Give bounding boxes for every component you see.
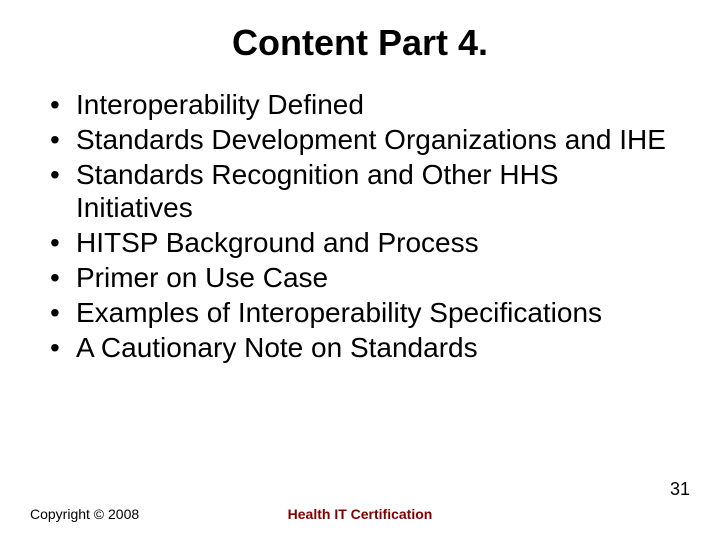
list-item: A Cautionary Note on Standards <box>48 331 672 364</box>
list-item: Standards Recognition and Other HHS Init… <box>48 158 672 224</box>
list-item: HITSP Background and Process <box>48 226 672 259</box>
list-item: Interoperability Defined <box>48 88 672 121</box>
page-number: 31 <box>670 479 690 500</box>
footer-center: Health IT Certification <box>0 506 720 522</box>
list-item: Primer on Use Case <box>48 261 672 294</box>
slide: Content Part 4. Interoperability Defined… <box>0 0 720 540</box>
slide-body: Interoperability Defined Standards Devel… <box>48 88 672 366</box>
slide-title: Content Part 4. <box>0 22 720 64</box>
footer-center-text: Health IT Certification <box>288 506 433 522</box>
list-item: Standards Development Organizations and … <box>48 123 672 156</box>
bullet-list: Interoperability Defined Standards Devel… <box>48 88 672 364</box>
list-item: Examples of Interoperability Specificati… <box>48 296 672 329</box>
